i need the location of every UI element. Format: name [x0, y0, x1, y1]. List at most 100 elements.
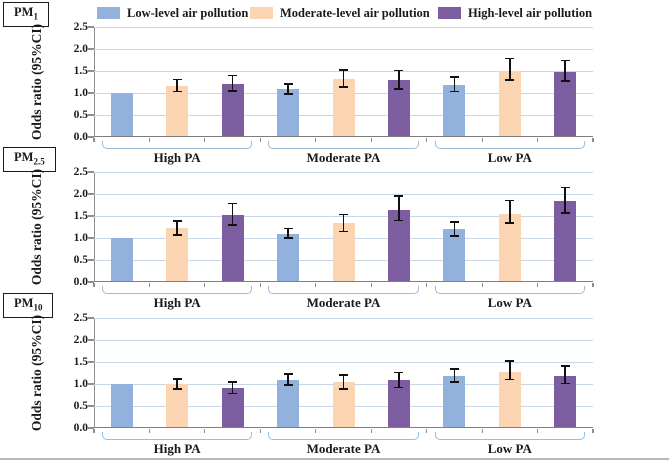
error-bar — [231, 75, 234, 91]
error-bar-cap-top — [505, 360, 515, 362]
error-bar-cap-top — [449, 368, 459, 370]
error-bar — [176, 378, 178, 390]
x-tick-mark — [93, 137, 95, 142]
error-bar-cap-bottom — [228, 392, 238, 395]
bar-low-low-pa — [443, 376, 466, 427]
gridline — [94, 193, 593, 195]
legend-swatch-moderate-icon — [250, 7, 273, 19]
error-bar — [342, 374, 345, 389]
y-tick-label: 2.5 — [73, 312, 88, 324]
group-bracket — [102, 286, 253, 294]
y-tick-mark — [88, 361, 94, 363]
y-tick-label: 1.5 — [73, 356, 88, 368]
error-bar — [342, 70, 345, 87]
x-tick-mark — [426, 428, 428, 433]
x-tick-mark — [259, 282, 261, 287]
error-bar-cap-bottom — [505, 222, 515, 224]
group-bracket — [102, 141, 253, 149]
error-bar-cap-top — [339, 213, 348, 216]
x-tick-mark — [204, 137, 206, 142]
plot-area — [94, 318, 593, 428]
legend-swatch-high-icon — [438, 7, 461, 19]
legend-item-low: Low-level air pollution — [97, 6, 277, 20]
error-bar — [509, 361, 511, 380]
legend-label: High-level air pollution — [468, 6, 593, 20]
bar-moderate-moderate-pa — [332, 78, 355, 136]
error-bar-cap-bottom — [339, 230, 348, 233]
x-tick-mark — [93, 282, 95, 287]
error-bar-cap-bottom — [283, 93, 293, 95]
group-label: High PA — [153, 441, 201, 456]
bar-high-moderate-pa — [387, 79, 410, 136]
x-tick-mark — [481, 282, 483, 287]
y-tick-label: 0.0 — [73, 131, 88, 143]
error-bar-cap-bottom — [228, 224, 238, 226]
error-bar-cap-top — [560, 186, 570, 189]
y-tick-label: 1.0 — [73, 87, 88, 99]
error-bar — [231, 381, 234, 394]
error-bar-cap-top — [228, 202, 238, 205]
error-bar — [509, 58, 511, 80]
bar-high-high-pa — [221, 215, 244, 281]
error-bar-cap-top — [560, 59, 570, 62]
error-bar — [287, 373, 289, 385]
panel-title-subscript: 2.5 — [33, 156, 45, 167]
error-bar-cap-bottom — [394, 386, 404, 389]
error-bar-cap-top — [283, 373, 293, 375]
y-tick-mark — [88, 237, 94, 239]
error-bar — [176, 221, 178, 235]
x-tick-mark — [315, 282, 317, 287]
x-tick-mark — [93, 428, 95, 433]
x-tick-mark — [204, 428, 206, 433]
x-tick-mark — [148, 428, 151, 433]
y-tick-label: 0.5 — [73, 400, 88, 412]
x-tick-mark — [592, 428, 594, 433]
bottom-divider — [0, 458, 669, 460]
group-label: Moderate PA — [306, 441, 381, 456]
error-bar-cap-bottom — [560, 80, 570, 82]
bar-low-moderate-pa — [277, 379, 300, 427]
error-bar-cap-bottom — [394, 219, 404, 222]
panel-title-pm2.5: PM2.5 — [3, 147, 56, 172]
x-tick-mark — [315, 137, 317, 142]
y-axis-title: Odds ratio (95%CI) — [29, 314, 44, 432]
error-bar-cap-top — [505, 199, 515, 202]
error-bar-cap-top — [283, 227, 293, 230]
error-bar-cap-top — [228, 381, 238, 383]
error-bar-cap-top — [394, 195, 404, 197]
error-bar-cap-top — [339, 69, 348, 71]
gridline — [94, 48, 593, 50]
bar-high-moderate-pa — [387, 380, 410, 427]
y-tick-label: 2.0 — [73, 188, 88, 200]
y-tick-mark — [88, 281, 94, 283]
gridline — [94, 361, 593, 363]
error-bar-cap-top — [449, 76, 459, 78]
error-bar-cap-bottom — [394, 88, 404, 90]
y-tick-label: 1.0 — [73, 232, 88, 244]
y-tick-label: 0.0 — [73, 276, 88, 288]
bar-high-low-pa — [554, 375, 577, 427]
error-bar — [453, 369, 456, 382]
bar-moderate-high-pa — [166, 86, 189, 136]
panel-title-subscript: 10 — [33, 302, 43, 313]
error-bar-cap-top — [449, 220, 459, 223]
bar-high-high-pa — [221, 387, 244, 427]
group-label: Moderate PA — [306, 150, 381, 165]
bar-low-high-pa — [110, 384, 133, 427]
error-bar-cap-bottom — [449, 235, 459, 238]
x-tick-mark — [426, 282, 428, 287]
gridline — [94, 317, 593, 319]
bar-low-moderate-pa — [277, 89, 300, 136]
x-tick-mark — [148, 137, 151, 142]
group-label: High PA — [153, 150, 201, 165]
group-bracket — [268, 432, 419, 440]
error-bar — [453, 221, 456, 237]
x-tick-mark — [259, 428, 261, 433]
error-bar-cap-bottom — [449, 90, 459, 93]
plot-area — [94, 172, 593, 282]
panel-title-subscript: 1 — [33, 11, 38, 22]
group-bracket — [434, 141, 585, 149]
bar-moderate-low-pa — [498, 213, 521, 281]
bar-moderate-low-pa — [498, 371, 521, 427]
